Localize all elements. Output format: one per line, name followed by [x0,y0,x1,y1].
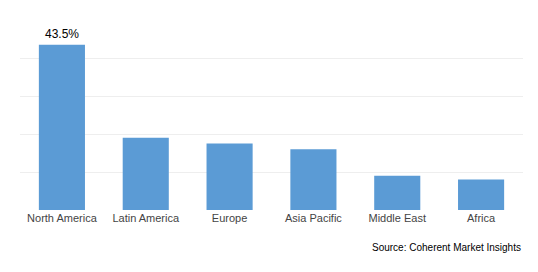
svg-text:Asia Pacific: Asia Pacific [285,212,342,224]
svg-text:Source: Coherent Market Insigh: Source: Coherent Market Insights [372,242,521,253]
svg-text:Middle East: Middle East [369,212,426,224]
svg-text:North America: North America [27,212,98,224]
svg-text:43.5%: 43.5% [45,27,79,41]
svg-text:Africa: Africa [467,212,496,224]
svg-text:Europe: Europe [212,212,247,224]
svg-text:Latin America: Latin America [112,212,180,224]
